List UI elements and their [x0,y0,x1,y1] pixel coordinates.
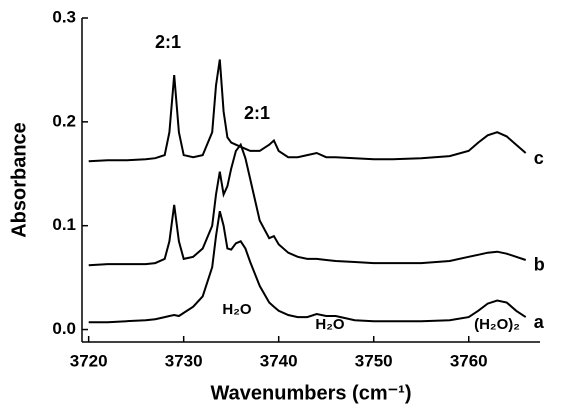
y-tick-label: 0.2 [52,111,76,130]
y-tick-label: 0.0 [52,319,76,338]
x-tick-label: 3750 [355,351,393,370]
annotation: (H₂O)₂ [474,316,520,333]
x-axis-label: Wavenumbers (cm⁻¹) [211,382,412,404]
y-tick-label: 0.1 [52,215,76,234]
annotation: H₂O [222,301,251,318]
annotation: 2:1 [244,103,270,123]
x-tick-label: 3720 [70,351,108,370]
spectrum-line [88,210,527,324]
series-label: a [534,312,545,332]
annotation: H₂O [315,316,344,333]
spectrum-line [88,59,527,163]
x-tick-label: 3730 [165,351,203,370]
series-label: b [534,255,545,275]
spectrum-line [88,142,527,267]
x-tick-label: 3740 [260,351,298,370]
y-tick-label: 0.3 [52,7,76,26]
series-label: c [534,148,544,168]
y-axis-label: Absorbance [8,122,30,238]
x-tick-label: 3760 [450,351,488,370]
annotation: 2:1 [155,32,181,52]
